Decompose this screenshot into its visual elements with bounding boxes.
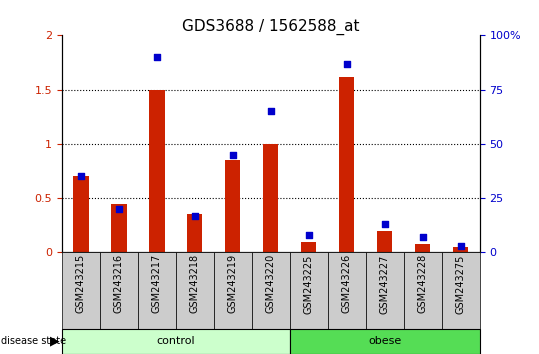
Text: GSM243228: GSM243228 bbox=[418, 254, 428, 313]
Point bbox=[457, 243, 465, 249]
Text: GSM243220: GSM243220 bbox=[266, 254, 276, 313]
Text: GSM243226: GSM243226 bbox=[342, 254, 352, 313]
Text: obese: obese bbox=[368, 336, 402, 346]
Point bbox=[342, 61, 351, 67]
Point bbox=[381, 221, 389, 227]
Text: GSM243217: GSM243217 bbox=[152, 254, 162, 313]
Text: GSM243215: GSM243215 bbox=[76, 254, 86, 313]
Bar bbox=[112, 204, 127, 252]
Point bbox=[77, 173, 85, 179]
Point bbox=[191, 213, 199, 218]
Point bbox=[418, 234, 427, 240]
Bar bbox=[301, 241, 316, 252]
Point bbox=[153, 54, 161, 60]
Title: GDS3688 / 1562588_at: GDS3688 / 1562588_at bbox=[182, 19, 360, 35]
Text: disease state: disease state bbox=[1, 336, 66, 346]
Bar bbox=[263, 144, 279, 252]
Point bbox=[115, 206, 123, 212]
Point bbox=[305, 232, 313, 238]
Text: ▶: ▶ bbox=[50, 335, 60, 348]
Text: GSM243218: GSM243218 bbox=[190, 254, 200, 313]
Bar bbox=[377, 231, 392, 252]
Text: GSM243225: GSM243225 bbox=[304, 254, 314, 314]
Bar bbox=[415, 244, 430, 252]
Bar bbox=[339, 76, 355, 252]
Text: control: control bbox=[157, 336, 195, 346]
Bar bbox=[149, 90, 164, 252]
Bar bbox=[225, 160, 240, 252]
Bar bbox=[188, 215, 203, 252]
Bar bbox=[453, 247, 468, 252]
Bar bbox=[73, 176, 88, 252]
Text: GSM243275: GSM243275 bbox=[455, 254, 466, 314]
Point bbox=[229, 152, 237, 158]
Text: GSM243219: GSM243219 bbox=[228, 254, 238, 313]
Text: GSM243216: GSM243216 bbox=[114, 254, 124, 313]
Point bbox=[266, 109, 275, 114]
Text: GSM243227: GSM243227 bbox=[380, 254, 390, 314]
